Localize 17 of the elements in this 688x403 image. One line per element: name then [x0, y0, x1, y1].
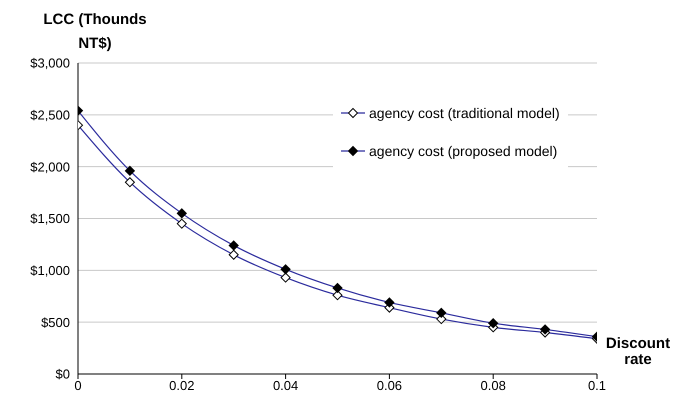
x-tick-label: 0.06 [376, 378, 402, 394]
y-tick-label: $1,500 [30, 211, 70, 226]
legend-label: agency cost (proposed model) [369, 143, 558, 159]
x-tick-label: 0 [74, 378, 82, 394]
y-tick-label: $500 [41, 314, 70, 330]
x-axis-title: Discount rate [604, 335, 672, 368]
x-tick-label: 0.02 [169, 378, 194, 394]
y-tick-label: $0 [56, 366, 70, 382]
x-tick-label: 0.04 [272, 378, 298, 394]
y-axis-title: LCC (Thounds NT$) [42, 10, 148, 54]
y-tick-label: $3,000 [30, 56, 70, 71]
y-tick-label: $1,000 [30, 262, 70, 278]
x-tick-label: 0.1 [588, 378, 606, 394]
y-tick-label: $2,000 [30, 159, 70, 174]
legend-label: agency cost (traditional model) [369, 105, 560, 121]
x-tick-label: 0.08 [480, 378, 506, 394]
y-tick-label: $2,500 [30, 107, 70, 122]
